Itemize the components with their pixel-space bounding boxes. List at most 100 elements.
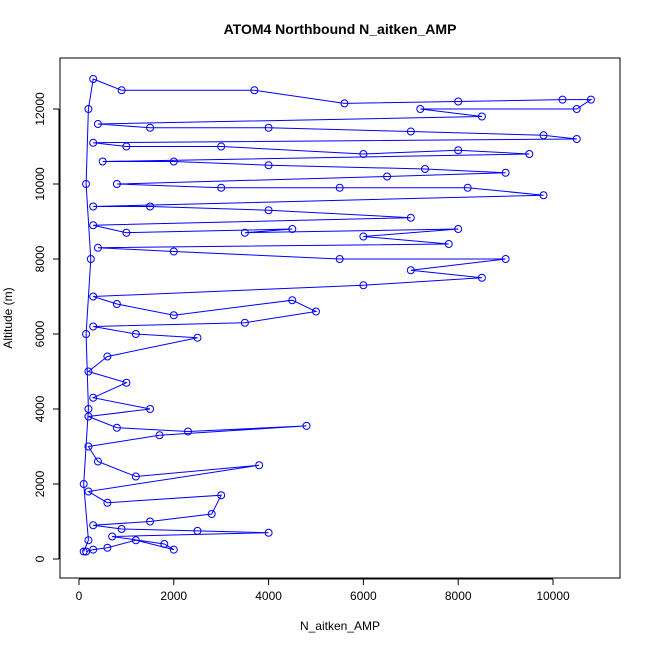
data-point	[539, 131, 548, 140]
x-tick-label: 4000	[255, 589, 282, 603]
data-point	[169, 545, 178, 554]
data-point	[84, 487, 93, 496]
data-point	[89, 545, 98, 554]
data-point	[406, 127, 415, 136]
data-point	[169, 157, 178, 166]
data-point	[146, 517, 155, 526]
data-point	[89, 138, 98, 147]
y-tick-label: 10000	[33, 167, 47, 201]
data-point	[89, 521, 98, 530]
data-point	[454, 146, 463, 155]
data-point	[122, 378, 131, 387]
data-point	[217, 491, 226, 500]
data-point	[406, 213, 415, 222]
data-point	[93, 457, 102, 466]
data-point	[84, 104, 93, 113]
data-point	[82, 547, 91, 556]
data-point	[146, 202, 155, 211]
y-tick-label: 6000	[33, 320, 47, 347]
y-tick-label: 12000	[33, 92, 47, 126]
data-point	[406, 266, 415, 275]
data-point	[572, 134, 581, 143]
data-point	[112, 423, 121, 432]
data-point	[463, 183, 472, 192]
data-point	[454, 97, 463, 106]
data-point	[89, 221, 98, 230]
data-point	[84, 536, 93, 545]
data-point	[240, 228, 249, 237]
data-point	[169, 311, 178, 320]
data-point	[183, 427, 192, 436]
y-tick-label: 0	[33, 555, 47, 562]
data-point	[82, 329, 91, 338]
chart-title: ATOM4 Northbound N_aitken_AMP	[224, 21, 457, 37]
x-tick-label: 2000	[160, 589, 187, 603]
data-point	[89, 393, 98, 402]
data-point	[240, 318, 249, 327]
data-point	[89, 292, 98, 301]
data-point	[155, 431, 164, 440]
y-axis-label: Altitude (m)	[1, 287, 15, 348]
data-point	[335, 183, 344, 192]
data-point	[264, 161, 273, 170]
data-point	[122, 228, 131, 237]
data-point	[207, 509, 216, 518]
data-point	[193, 333, 202, 342]
data-line	[83, 78, 593, 552]
data-point	[103, 352, 112, 361]
data-point	[112, 299, 121, 308]
data-point	[250, 86, 259, 95]
x-tick-label: 8000	[445, 589, 472, 603]
data-point	[108, 532, 117, 541]
data-point	[146, 123, 155, 132]
data-point	[89, 74, 98, 83]
data-point	[79, 479, 88, 488]
plot-frame	[59, 57, 621, 579]
data-point	[302, 421, 311, 430]
data-point	[98, 157, 107, 166]
data-point	[193, 526, 202, 535]
data-point	[112, 179, 121, 188]
x-tick-label: 6000	[350, 589, 377, 603]
data-point	[586, 95, 595, 104]
data-point	[444, 239, 453, 248]
data-point	[539, 191, 548, 200]
data-point	[359, 149, 368, 158]
data-point	[416, 104, 425, 113]
data-point	[160, 539, 169, 548]
data-point	[131, 472, 140, 481]
data-point	[288, 296, 297, 305]
data-point	[84, 367, 93, 376]
data-point	[288, 224, 297, 233]
data-point	[103, 543, 112, 552]
x-axis-label: N_aitken_AMP	[300, 619, 380, 633]
data-point	[501, 254, 510, 263]
data-point	[383, 172, 392, 181]
data-point	[146, 404, 155, 413]
data-point	[477, 273, 486, 282]
data-point	[264, 206, 273, 215]
data-point	[335, 254, 344, 263]
data-point	[217, 183, 226, 192]
data-point	[89, 322, 98, 331]
data-point	[131, 329, 140, 338]
data-point	[501, 168, 510, 177]
data-point	[89, 202, 98, 211]
data-point	[572, 104, 581, 113]
data-point	[122, 142, 131, 151]
data-point	[103, 498, 112, 507]
data-point	[84, 442, 93, 451]
data-point	[525, 149, 534, 158]
data-point	[131, 536, 140, 545]
data-point	[117, 86, 126, 95]
x-tick-label: 10000	[536, 589, 570, 603]
data-point	[359, 232, 368, 241]
y-tick-label: 2000	[33, 470, 47, 497]
data-point	[421, 164, 430, 173]
data-point	[477, 112, 486, 121]
x-tick-label: 0	[76, 589, 83, 603]
data-point	[217, 142, 226, 151]
data-point	[93, 243, 102, 252]
